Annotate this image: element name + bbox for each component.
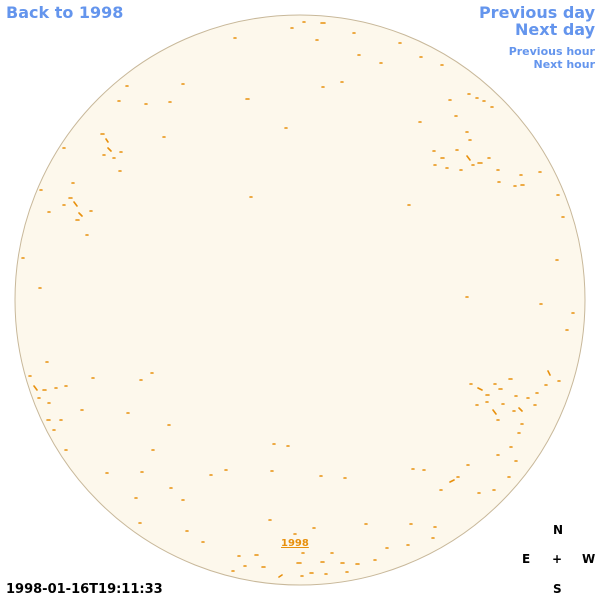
next-day-link[interactable]: Next day bbox=[515, 20, 595, 39]
compass-north: N bbox=[553, 523, 564, 537]
compass-west: W bbox=[582, 552, 596, 566]
magnetic-features bbox=[21, 21, 575, 578]
solar-disk bbox=[14, 14, 586, 586]
timestamp: 1998-01-16T19:11:33 bbox=[6, 582, 163, 597]
back-link[interactable]: Back to 1998 bbox=[6, 3, 124, 22]
compass-east: E bbox=[522, 552, 531, 566]
year-link[interactable]: 1998 bbox=[281, 538, 309, 549]
previous-hour-link[interactable]: Previous hour bbox=[508, 45, 595, 58]
compass-center: + bbox=[552, 552, 563, 566]
previous-day-link[interactable]: Previous day bbox=[478, 3, 595, 22]
compass-south: S bbox=[553, 582, 562, 596]
next-hour-link[interactable]: Next hour bbox=[533, 58, 596, 71]
